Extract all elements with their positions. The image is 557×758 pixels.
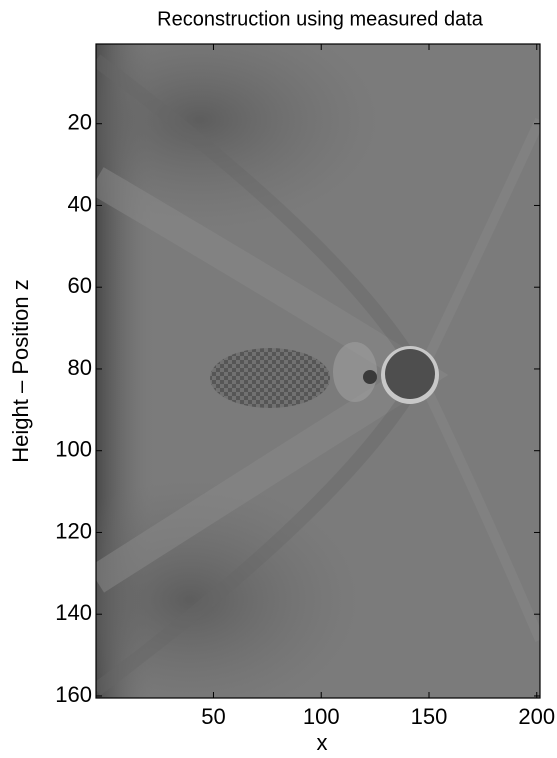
x-tick-label: 100 bbox=[303, 704, 340, 729]
image-texture bbox=[415, 117, 540, 642]
y-tick-label: 80 bbox=[68, 355, 92, 380]
y-tick-label: 120 bbox=[55, 518, 92, 543]
y-tick-label: 140 bbox=[55, 600, 92, 625]
y-tick-label: 40 bbox=[68, 191, 92, 216]
y-tick-label: 60 bbox=[68, 273, 92, 298]
image-texture bbox=[363, 370, 377, 384]
y-axis-label: Height – Position z bbox=[8, 279, 33, 462]
image-texture bbox=[210, 348, 330, 408]
x-axis-label: x bbox=[317, 730, 328, 755]
y-tick-label: 160 bbox=[55, 682, 92, 707]
x-tick-label: 50 bbox=[201, 704, 225, 729]
image-texture bbox=[385, 349, 435, 399]
x-tick-label: 200 bbox=[518, 704, 555, 729]
chart-title: Reconstruction using measured data bbox=[157, 8, 484, 30]
image-texture bbox=[333, 342, 377, 402]
axes-frame bbox=[95, 43, 541, 699]
y-tick-label: 100 bbox=[55, 437, 92, 462]
image bbox=[96, 44, 540, 698]
y-tick-label: 20 bbox=[68, 110, 92, 135]
image-texture bbox=[96, 44, 380, 230]
x-tick-label: 150 bbox=[411, 704, 448, 729]
